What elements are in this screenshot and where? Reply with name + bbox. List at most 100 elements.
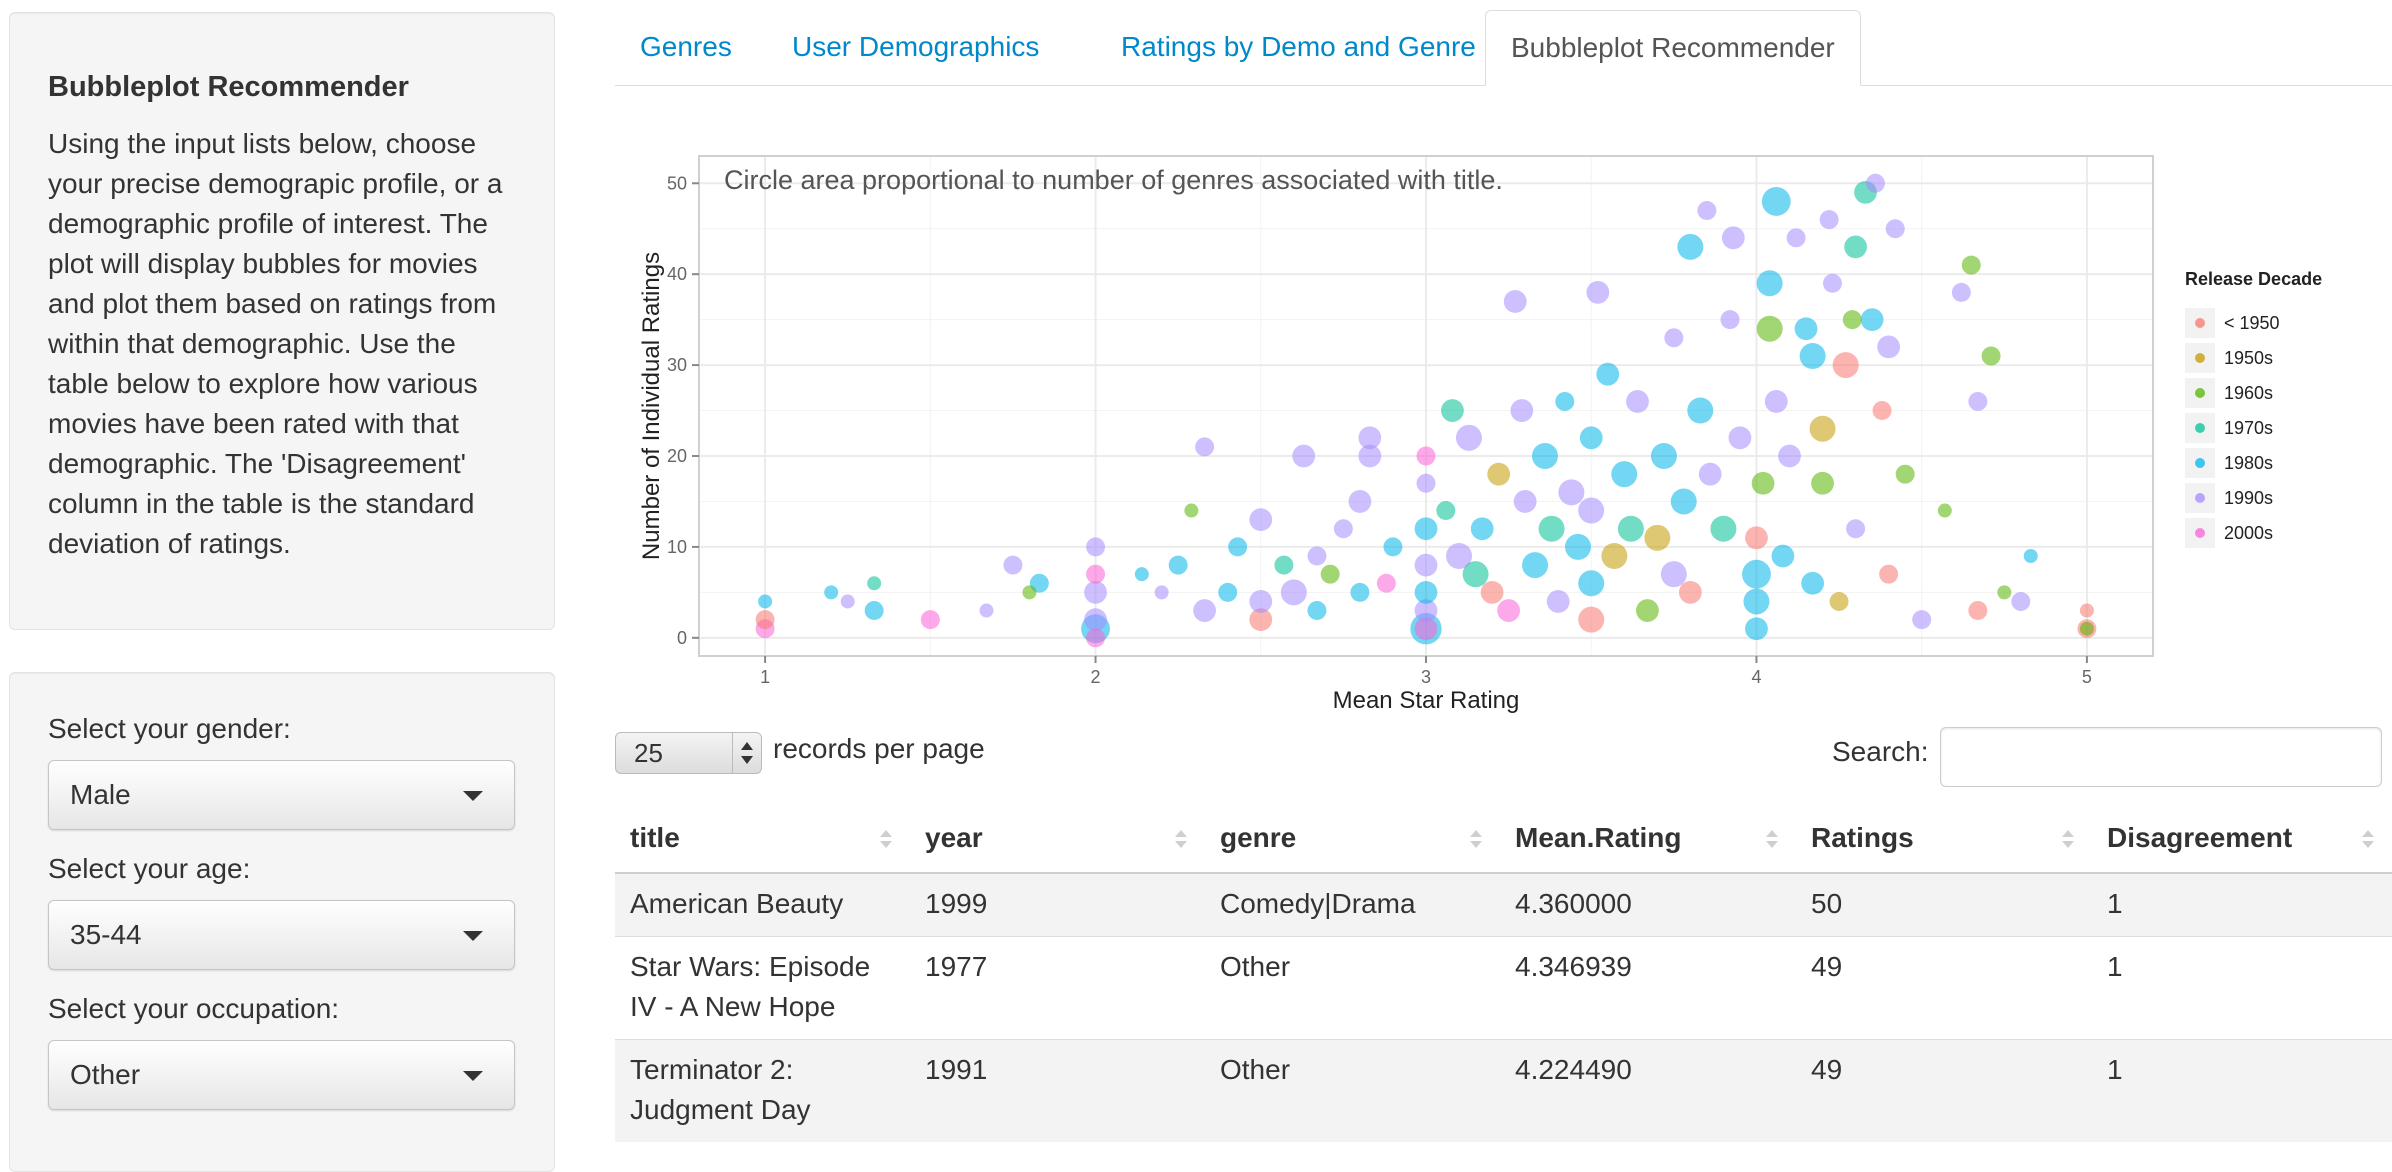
records-per-page-select[interactable]: 25 [615, 732, 762, 774]
x-axis-label: Mean Star Rating [1333, 687, 1520, 714]
bubble-point [1249, 590, 1273, 613]
bubble-point [1441, 399, 1464, 422]
cell-genre: Comedy|Drama [1205, 872, 1500, 937]
bubble-point [1842, 310, 1862, 330]
sidebar-title: Bubbleplot Recommender [48, 71, 409, 103]
tab-bubbleplot-recommender[interactable]: Bubbleplot Recommender [1485, 10, 1861, 86]
legend-key-4 [2195, 423, 2205, 433]
bubble-point [1503, 290, 1527, 313]
chevron-down-icon [463, 1071, 483, 1081]
bubble-point [1307, 601, 1327, 621]
tab-genres[interactable]: Genres [640, 31, 732, 62]
bubble-point [1771, 544, 1795, 568]
bubble-point [1968, 601, 1988, 621]
bubble-point [1134, 567, 1149, 582]
bubble-point [840, 594, 855, 609]
bubble-point [1414, 580, 1438, 604]
occupation-select[interactable]: Other [48, 1040, 515, 1110]
column-header-title[interactable]: title [615, 804, 910, 874]
bubble-point [1786, 228, 1806, 248]
spinner-icon [732, 733, 761, 773]
bubble-point [1086, 564, 1106, 584]
bubble-point [1084, 580, 1107, 604]
y-axis-label: Number of Individual Ratings [638, 252, 665, 560]
chevron-down-icon [463, 791, 483, 801]
sidebar-description: Using the input lists below, choose your… [48, 128, 503, 559]
age-label: Select your age: [48, 853, 251, 884]
tab-user-demographics[interactable]: User Demographics [792, 31, 1040, 62]
bubble-point [1320, 564, 1340, 584]
bubble-point [1084, 608, 1107, 632]
gender-select[interactable]: Male [48, 760, 515, 830]
bubble-point [1885, 219, 1905, 239]
bubble-point [1832, 352, 1859, 379]
bubble-point [1292, 444, 1316, 468]
bubble-point [1086, 537, 1106, 557]
bubble-point [1497, 599, 1521, 622]
age-select-value: 35-44 [70, 919, 142, 950]
bubble-point [1462, 561, 1489, 588]
bubble-point [1697, 201, 1717, 221]
cell-mean-rating: 4.360000 [1500, 872, 1796, 937]
legend-label: < 1950 [2224, 313, 2280, 333]
bubble-point [1912, 610, 1932, 630]
bubble-point [1280, 579, 1307, 606]
table-row[interactable]: American Beauty 1999 Comedy|Drama 4.3600… [615, 872, 2392, 937]
bubble-point [1895, 464, 1915, 484]
sort-icon [1470, 830, 1482, 850]
legend-label: 1980s [2224, 453, 2273, 473]
bubble-point [1872, 401, 1892, 421]
bubble-point [1376, 573, 1396, 593]
y-tick-label: 40 [667, 264, 687, 284]
legend-key-2 [2195, 353, 2205, 363]
bubble-point [1531, 443, 1558, 469]
cell-ratings: 50 [1796, 872, 2092, 937]
y-tick-label: 0 [677, 628, 687, 648]
legend-key-1 [2195, 318, 2205, 328]
column-header-ratings[interactable]: Ratings [1796, 804, 2092, 874]
legend-label: 1990s [2224, 488, 2273, 508]
bubble-point [1756, 315, 1783, 342]
bubble-point [1249, 608, 1273, 632]
tab-ratings-by-demo-and-genre[interactable]: Ratings by Demo and Genre [1121, 31, 1476, 62]
bubble-point [1487, 462, 1511, 486]
sort-icon [2062, 830, 2074, 850]
age-select[interactable]: 35-44 [48, 900, 515, 970]
bubble-point [1778, 444, 1801, 468]
legend-title: Release Decade [2185, 269, 2322, 289]
bubble-point [1860, 308, 1884, 332]
x-tick-label: 1 [760, 667, 770, 687]
legend-label: 1950s [2224, 348, 2273, 368]
column-header-genre[interactable]: genre [1205, 804, 1500, 874]
column-header-year[interactable]: year [910, 804, 1205, 874]
bubble-point [1414, 553, 1438, 577]
search-input[interactable] [1940, 727, 2382, 787]
bubble-point [1414, 517, 1438, 541]
bubble-point [1961, 255, 1981, 275]
bubble-point [1579, 426, 1603, 450]
sort-icon [1175, 830, 1187, 850]
column-header-mean-rating[interactable]: Mean.Rating [1500, 804, 1796, 874]
sort-icon [2362, 830, 2374, 850]
bubble-point [1879, 564, 1899, 584]
bubble-point [1596, 362, 1620, 386]
bubble-point [1436, 501, 1456, 521]
bubble-point [1195, 437, 1215, 457]
bubble-point [867, 576, 882, 591]
table-row[interactable]: Terminator 2: Judgment Day 1991 Other 4.… [615, 1039, 2392, 1142]
cell-disagreement: 1 [2092, 1039, 2392, 1142]
bubble-point [864, 601, 884, 621]
legend-key-3 [2195, 388, 2205, 398]
bubble-point [1558, 479, 1585, 506]
bubble-point [1358, 444, 1382, 468]
search-label: Search: [1832, 736, 1929, 767]
bubble-point [1846, 519, 1866, 539]
bubble-point [1626, 390, 1649, 413]
bubble-point [1865, 173, 1885, 193]
table-row[interactable]: Star Wars: Episode IV - A New Hope 1977 … [615, 936, 2392, 1040]
bubble-point [1586, 280, 1610, 304]
bubble-point [1650, 443, 1677, 469]
column-header-disagreement[interactable]: Disagreement [2092, 804, 2392, 874]
bubble-point [1844, 235, 1867, 259]
cell-title: Terminator 2: Judgment Day [615, 1039, 910, 1142]
